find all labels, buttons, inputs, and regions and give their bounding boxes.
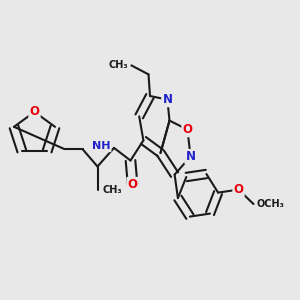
Text: O: O — [182, 123, 193, 136]
Text: O: O — [233, 183, 244, 196]
Text: N: N — [185, 150, 196, 163]
Text: OCH₃: OCH₃ — [256, 199, 284, 209]
Text: CH₃: CH₃ — [109, 60, 128, 70]
Text: O: O — [128, 178, 138, 191]
Text: O: O — [29, 105, 40, 119]
Text: CH₃: CH₃ — [102, 184, 122, 195]
Text: NH: NH — [92, 141, 110, 151]
Text: N: N — [162, 93, 172, 106]
